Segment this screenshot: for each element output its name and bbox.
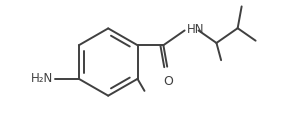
Text: HN: HN bbox=[187, 23, 204, 36]
Text: H₂N: H₂N bbox=[31, 72, 53, 85]
Text: O: O bbox=[163, 75, 173, 88]
